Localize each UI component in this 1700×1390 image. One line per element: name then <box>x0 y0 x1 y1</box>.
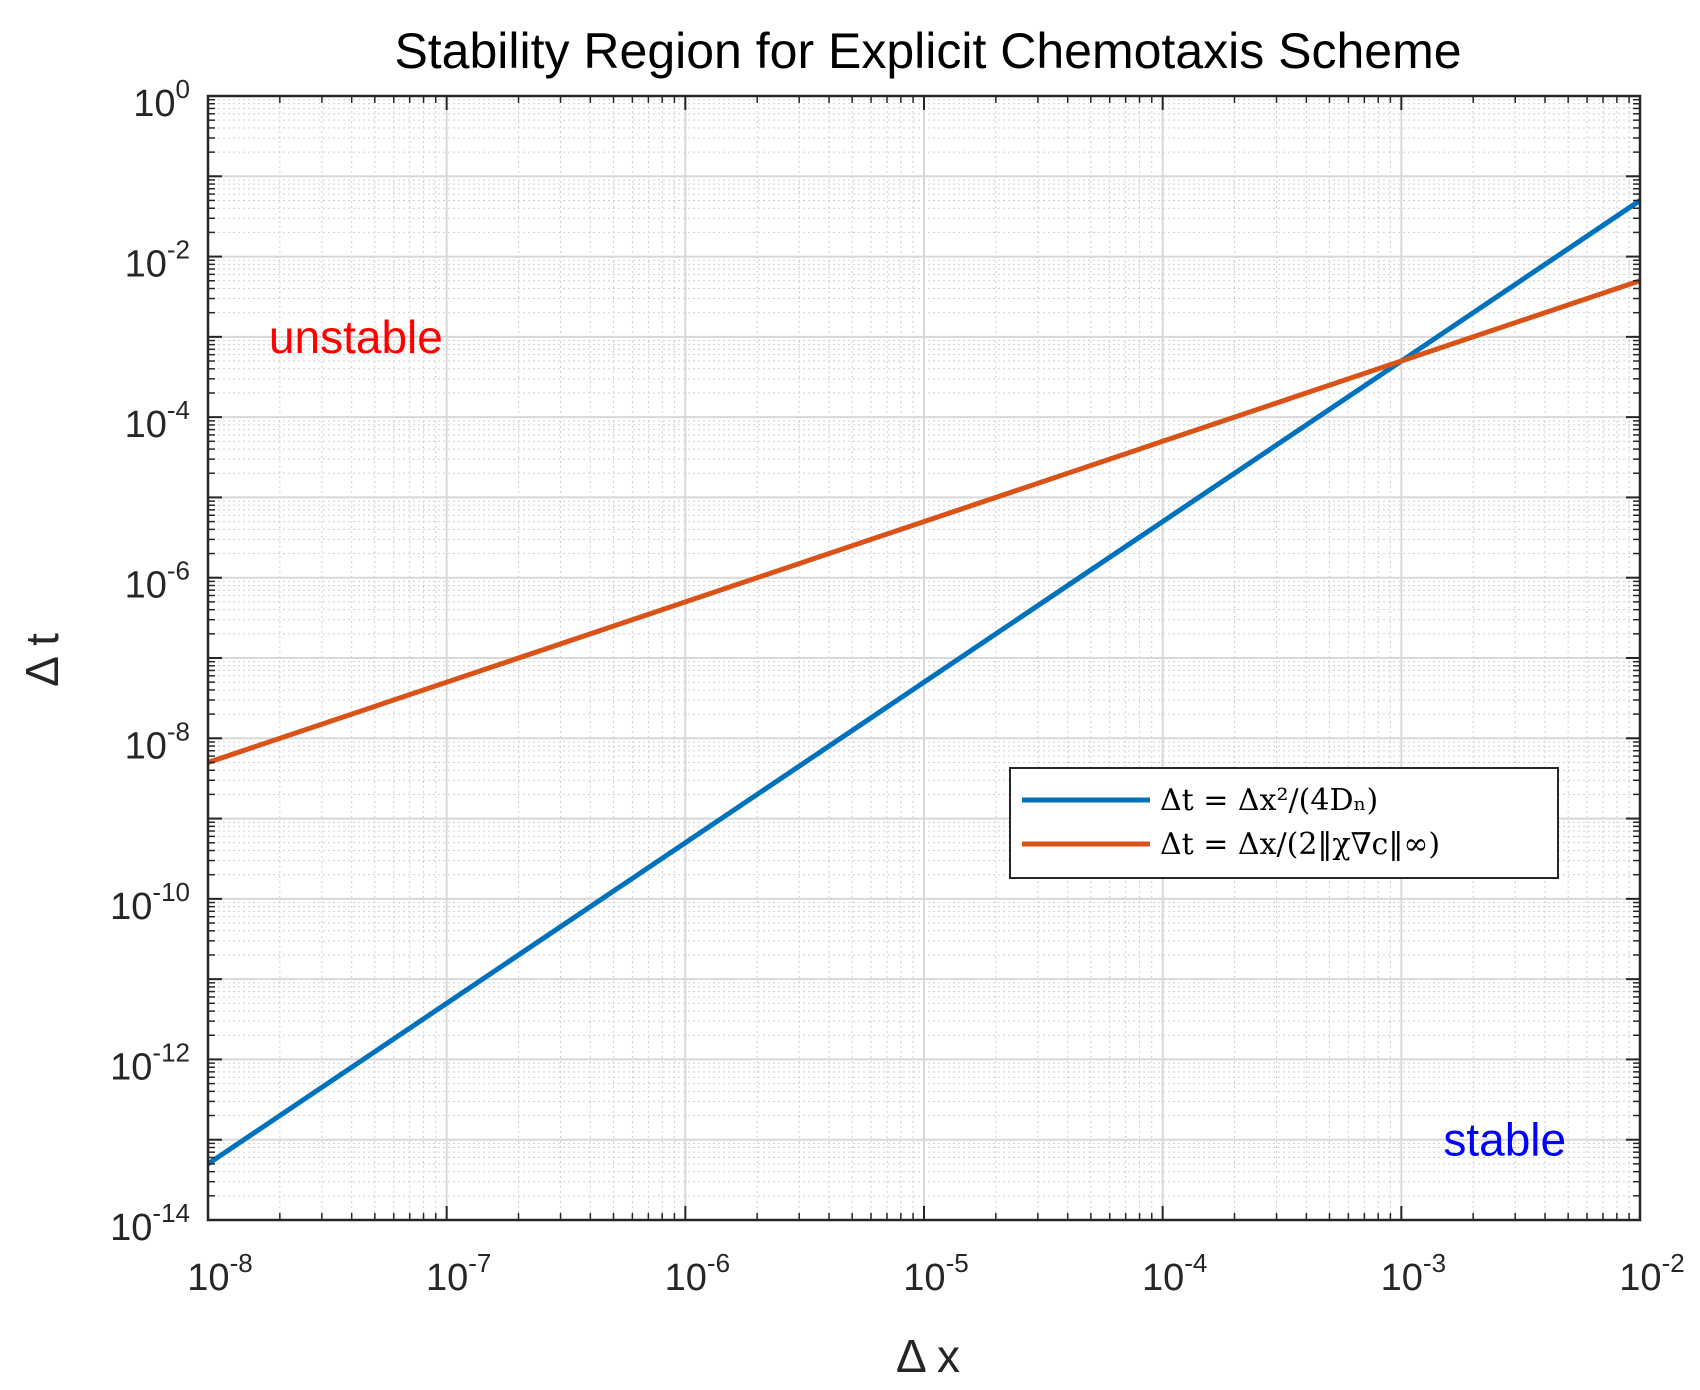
y-tick-label: 100 <box>133 74 190 125</box>
y-tick-label: 10-2 <box>125 235 190 286</box>
x-tick-label: 10-4 <box>1142 1248 1207 1299</box>
x-tick-labels: 10-8 10-7 10-6 10-5 10-4 10-3 10-2 <box>187 1248 1684 1299</box>
y-axis-label: Δ t <box>16 633 68 687</box>
y-tick-labels: 100 10-2 10-4 10-6 10-8 10-10 10-12 10-14 <box>110 74 190 1249</box>
x-tick-label: 10-8 <box>187 1248 252 1299</box>
x-tick-label: 10-6 <box>665 1248 730 1299</box>
y-tick-label: 10-6 <box>125 556 190 607</box>
series-line-2 <box>207 278 1641 765</box>
y-tick-label: 10-4 <box>125 395 190 446</box>
legend-box <box>1009 767 1559 879</box>
axis-ticks <box>207 95 1641 1221</box>
plot-grid <box>207 95 1641 1221</box>
x-tick-label: 10-2 <box>1619 1248 1684 1299</box>
x-tick-label: 10-7 <box>426 1248 491 1299</box>
legend-label-2: Δt = Δx/(2‖χ∇c‖∞) <box>1160 827 1440 862</box>
plot-series <box>206 198 1642 1166</box>
y-tick-label: 10-14 <box>110 1198 190 1249</box>
x-axis-label: Δ x <box>896 1330 960 1382</box>
legend: Δt = Δx²/(4Dₙ) Δt = Δx/(2‖χ∇c‖∞) <box>1009 767 1559 879</box>
x-tick-label: 10-5 <box>903 1248 968 1299</box>
annotation-stable: stable <box>1443 1114 1566 1166</box>
x-tick-label: 10-3 <box>1381 1248 1446 1299</box>
y-tick-label: 10-8 <box>125 716 190 767</box>
annotations: unstable stable <box>269 311 1566 1166</box>
y-tick-label: 10-12 <box>110 1037 190 1088</box>
annotation-unstable: unstable <box>269 311 443 363</box>
legend-label-1: Δt = Δx²/(4Dₙ) <box>1160 783 1378 818</box>
chart-title: Stability Region for Explicit Chemotaxis… <box>394 23 1461 79</box>
y-tick-label: 10-10 <box>110 877 190 928</box>
